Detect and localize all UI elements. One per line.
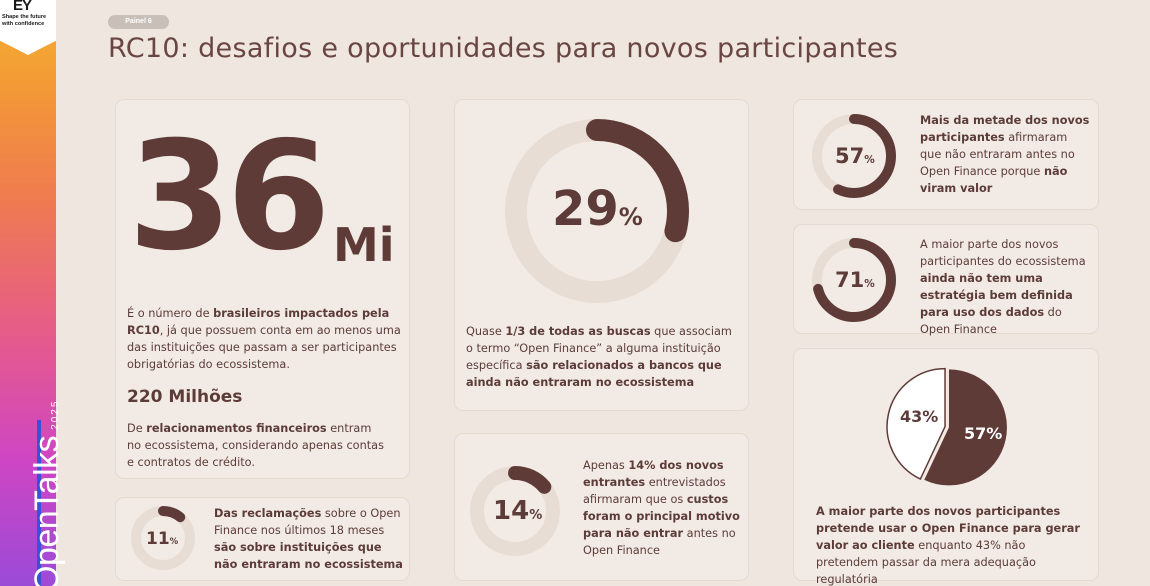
ring-chart-11 <box>131 506 195 570</box>
ring-arc-value <box>812 114 896 198</box>
card-36mi-desc: É o número de brasileiros impactados pel… <box>127 307 401 371</box>
brand-sidebar: EY Shape the future with confidence Open… <box>0 0 66 586</box>
card-29pct-desc: Quase 1/3 de todas as buscas que associa… <box>466 325 732 389</box>
ring-arc-value <box>812 238 896 322</box>
page-title: RC10: desafios e oportunidades para novo… <box>108 33 899 64</box>
ring-arc-value <box>470 466 560 556</box>
card-71pct-desc: A maior parte dos novos participantes do… <box>920 238 1086 336</box>
card-57pct-desc: Mais da metade dos novos participantes a… <box>920 114 1090 195</box>
card-36mi <box>115 99 410 479</box>
panel-badge: Painel 6 <box>108 15 169 29</box>
ring-label-71: 71% <box>835 268 875 292</box>
ring-label-57: 57% <box>835 144 875 168</box>
card-29pct <box>454 99 749 411</box>
card-pie-desc: A maior parte dos novos participantes pr… <box>816 505 1080 586</box>
pie-chart <box>886 367 1007 486</box>
ring-chart-14 <box>470 466 560 556</box>
ring-arc-value <box>131 506 195 570</box>
pie-label-light: 43% <box>900 407 939 426</box>
card-14pct-desc: Apenas 14% dos novos entrantes entrevist… <box>583 459 740 557</box>
accent-bar <box>37 420 41 586</box>
sub-heading: 220 Milhões <box>127 387 243 407</box>
ey-logo: EY Shape the future with confidence <box>0 0 56 55</box>
ey-tagline: Shape the future with confidence <box>2 14 47 27</box>
ring-chart-57 <box>812 114 896 198</box>
ring-label-11: 11% <box>146 529 179 549</box>
ring-label-14: 14% <box>493 496 543 526</box>
card-14pct <box>454 433 749 581</box>
card-36mi-subdesc: De relacionamentos financeiros entram no… <box>127 422 384 469</box>
ring-arc-value <box>505 119 689 303</box>
pie-label-dark: 57% <box>964 424 1003 443</box>
event-year: 2025 <box>50 399 61 430</box>
pie-slice-57 <box>924 369 1007 486</box>
pie-slice-43 <box>886 367 946 481</box>
ring-chart-29 <box>505 119 689 303</box>
event-name: OpenTalks <box>28 435 66 586</box>
ring-label-29: 29% <box>552 181 643 237</box>
card-11pct-desc: Das reclamações sobre o Open Finance nos… <box>214 507 403 571</box>
event-branding: OpenTalks 2025 <box>28 400 67 586</box>
big-number: 36 <box>128 110 331 284</box>
big-number-unit: Mi <box>333 218 395 272</box>
ring-chart-71 <box>812 238 896 322</box>
ey-logo-text: EY <box>13 0 32 14</box>
